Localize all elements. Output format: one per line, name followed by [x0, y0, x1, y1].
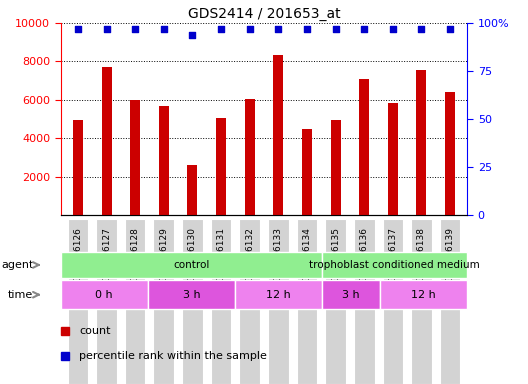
Bar	[216, 118, 226, 215]
Bar	[359, 79, 369, 215]
Text: GSM136133: GSM136133	[274, 227, 283, 282]
FancyBboxPatch shape	[268, 219, 289, 384]
FancyBboxPatch shape	[211, 219, 231, 384]
Point	[389, 26, 397, 32]
Point	[303, 26, 311, 32]
Bar	[73, 120, 83, 215]
Point	[360, 26, 369, 32]
FancyBboxPatch shape	[411, 219, 432, 384]
Text: control: control	[173, 260, 210, 270]
Bar	[235, 280, 322, 309]
Bar	[445, 92, 455, 215]
Text: percentile rank within the sample: percentile rank within the sample	[79, 351, 267, 361]
Text: GSM136139: GSM136139	[446, 227, 455, 282]
Text: GSM136129: GSM136129	[159, 227, 168, 282]
FancyBboxPatch shape	[96, 219, 117, 384]
Point	[74, 26, 82, 32]
Bar	[388, 103, 398, 215]
Bar	[159, 106, 169, 215]
FancyBboxPatch shape	[354, 219, 374, 384]
Point	[274, 26, 282, 32]
Bar	[61, 280, 148, 309]
Text: 12 h: 12 h	[411, 290, 436, 300]
Point	[332, 26, 340, 32]
FancyBboxPatch shape	[325, 219, 346, 384]
Bar	[148, 280, 235, 309]
FancyBboxPatch shape	[68, 219, 88, 384]
Text: trophoblast conditioned medium: trophoblast conditioned medium	[309, 260, 480, 270]
Bar	[101, 67, 111, 215]
Point	[131, 26, 139, 32]
Text: GSM136137: GSM136137	[388, 227, 398, 282]
Bar	[380, 280, 467, 309]
Text: GSM136134: GSM136134	[303, 227, 312, 282]
Text: agent: agent	[1, 260, 33, 270]
Point	[102, 26, 111, 32]
Bar	[322, 252, 467, 278]
Text: GSM136135: GSM136135	[331, 227, 340, 282]
Text: 3 h: 3 h	[183, 290, 200, 300]
Bar	[130, 100, 140, 215]
FancyBboxPatch shape	[440, 219, 460, 384]
Text: GSM136130: GSM136130	[188, 227, 197, 282]
Point	[246, 26, 254, 32]
Text: GSM136136: GSM136136	[360, 227, 369, 282]
Text: GSM136138: GSM136138	[417, 227, 426, 282]
Text: GSM136131: GSM136131	[216, 227, 225, 282]
Point	[446, 26, 454, 32]
FancyBboxPatch shape	[239, 219, 260, 384]
Bar	[417, 70, 427, 215]
Text: 3 h: 3 h	[342, 290, 360, 300]
Point	[188, 31, 196, 38]
Bar	[61, 252, 322, 278]
Text: GSM136127: GSM136127	[102, 227, 111, 282]
Text: 0 h: 0 h	[96, 290, 113, 300]
Text: GSM136128: GSM136128	[130, 227, 140, 282]
Title: GDS2414 / 201653_at: GDS2414 / 201653_at	[187, 7, 341, 21]
FancyBboxPatch shape	[125, 219, 146, 384]
Point	[159, 26, 168, 32]
Text: GSM136126: GSM136126	[73, 227, 82, 282]
Bar	[322, 280, 380, 309]
FancyBboxPatch shape	[382, 219, 403, 384]
Point	[417, 26, 426, 32]
Point	[217, 26, 225, 32]
Bar	[302, 129, 312, 215]
FancyBboxPatch shape	[154, 219, 174, 384]
FancyBboxPatch shape	[297, 219, 317, 384]
Text: time: time	[8, 290, 33, 300]
FancyBboxPatch shape	[182, 219, 203, 384]
Text: count: count	[79, 326, 110, 336]
Text: GSM136132: GSM136132	[245, 227, 254, 282]
Bar	[244, 99, 254, 215]
Bar	[274, 55, 284, 215]
Text: 12 h: 12 h	[266, 290, 291, 300]
Bar	[187, 165, 197, 215]
Bar	[331, 120, 341, 215]
